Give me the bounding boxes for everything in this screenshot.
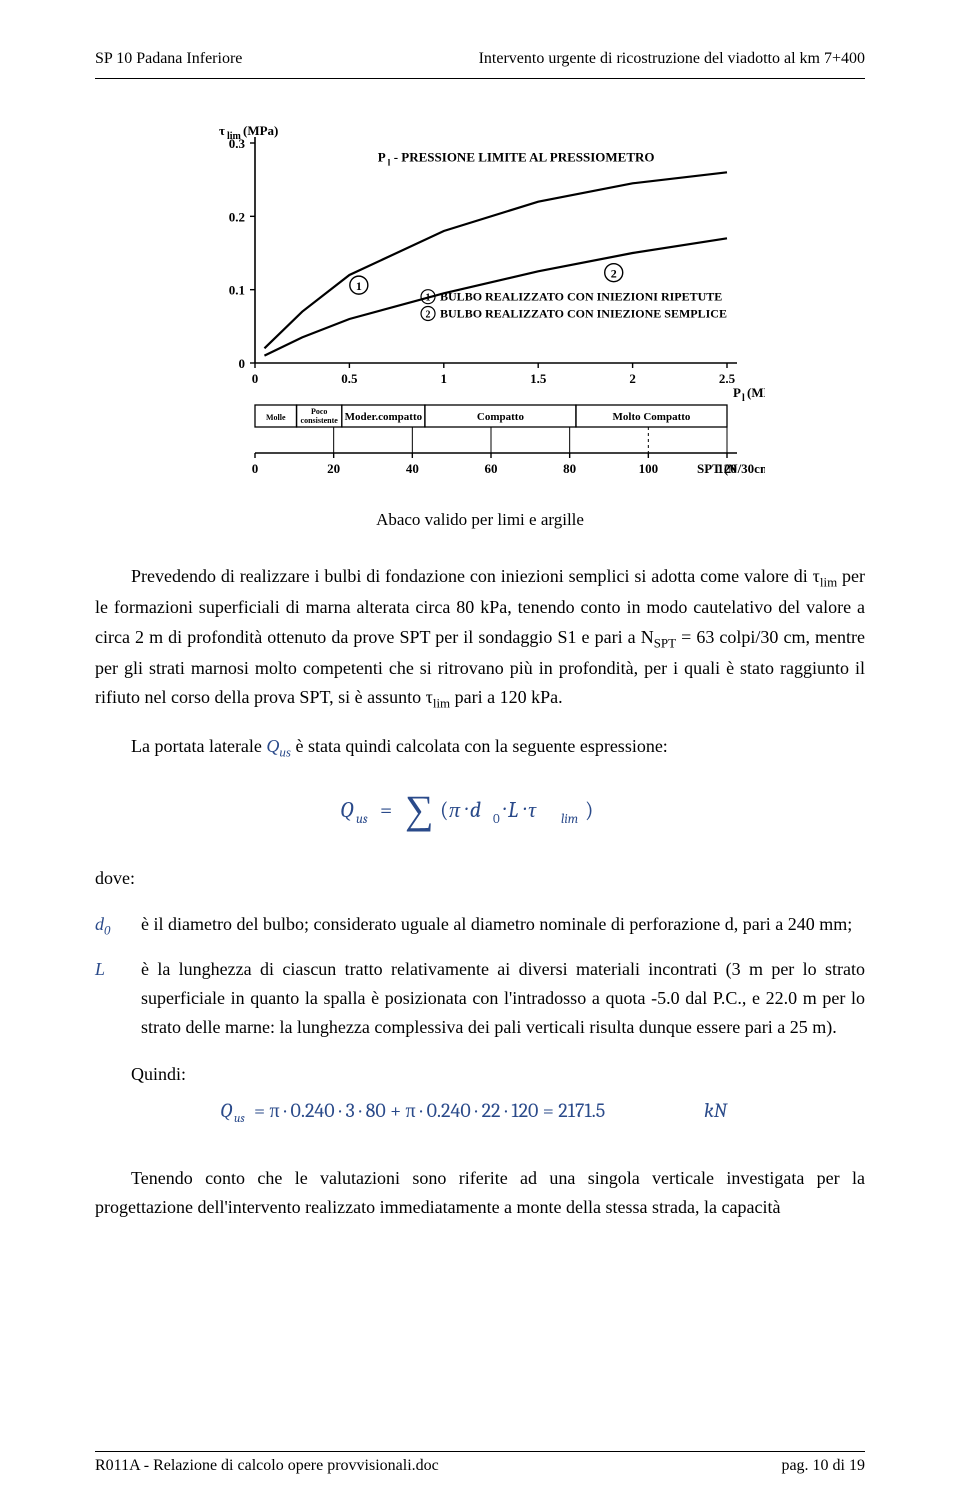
svg-text:(MPa): (MPa) — [243, 123, 278, 138]
svg-text:Molto Compatto: Molto Compatto — [613, 411, 691, 423]
svg-text:1: 1 — [356, 279, 362, 293]
svg-text:consistente: consistente — [301, 416, 339, 425]
svg-text:· L · τ: · L · τ — [503, 797, 537, 823]
svg-text:0.3: 0.3 — [229, 136, 246, 151]
svg-text:60: 60 — [485, 461, 498, 476]
svg-text:0: 0 — [252, 461, 259, 476]
svg-text:Poco: Poco — [311, 407, 327, 416]
svg-text:40: 40 — [406, 461, 419, 476]
svg-text:0: 0 — [493, 812, 500, 827]
svg-text:0: 0 — [252, 371, 259, 386]
svg-text:): ) — [585, 797, 593, 823]
svg-text:= π · 0.240 · 3 · 80 + π · 0.2: = π · 0.240 · 3 · 80 + π · 0.240 · 22 · … — [254, 1099, 605, 1122]
footer-left: R011A - Relazione di calcolo opere provv… — [95, 1457, 439, 1475]
svg-text:100: 100 — [639, 461, 659, 476]
paragraph-1: Prevedendo di realizzare i bulbi di fond… — [95, 562, 865, 714]
svg-text:(: ( — [440, 797, 448, 823]
def-d0: d0 è il diametro del bulbo; considerato … — [95, 910, 865, 941]
page-footer: R011A - Relazione di calcolo opere provv… — [95, 1451, 865, 1475]
header-right: Intervento urgente di ricostruzione del … — [479, 50, 865, 68]
L-text: è la lunghezza di ciascun tratto relativ… — [141, 955, 865, 1041]
svg-text:τ: τ — [219, 123, 225, 138]
quindi-label: Quindi: — [95, 1064, 865, 1085]
svg-text:20: 20 — [327, 461, 340, 476]
definition-list: d0 è il diametro del bulbo; considerato … — [95, 910, 865, 1042]
svg-text:π · d: π · d — [449, 797, 481, 823]
svg-text:0.1: 0.1 — [229, 283, 245, 298]
footer-rule — [95, 1451, 865, 1452]
svg-text:Q: Q — [340, 797, 354, 823]
svg-text:lim: lim — [561, 812, 578, 827]
svg-text:1: 1 — [426, 293, 431, 304]
p2-post: è stata quindi calcolata con la seguente… — [291, 736, 668, 756]
svg-text:0.5: 0.5 — [341, 371, 358, 386]
header-left: SP 10 Padana Inferiore — [95, 50, 242, 68]
L-symbol: L — [95, 955, 141, 984]
page-header: SP 10 Padana Inferiore Intervento urgent… — [95, 50, 865, 68]
svg-text:=: = — [380, 797, 392, 823]
header-rule — [95, 78, 865, 79]
chart-caption: Abaco valido per limi e argille — [95, 510, 865, 530]
svg-text:kN: kN — [704, 1099, 729, 1122]
svg-text:us: us — [234, 1111, 245, 1125]
dove-label: dove: — [95, 864, 865, 894]
svg-text:2: 2 — [629, 371, 636, 386]
svg-text:P: P — [733, 385, 741, 400]
svg-text:l: l — [742, 393, 745, 404]
svg-text:(MPa): (MPa) — [747, 385, 765, 400]
svg-text:1: 1 — [441, 371, 448, 386]
svg-text:us: us — [356, 812, 368, 827]
svg-text:0.2: 0.2 — [229, 209, 245, 224]
svg-text:80: 80 — [563, 461, 576, 476]
svg-text:Molle: Molle — [266, 413, 286, 422]
equation-qus: Q us = ∑ ( π · d 0 · L · τ lim ) — [95, 781, 865, 842]
svg-text:BULBO REALIZZATO CON INIEZIONI: BULBO REALIZZATO CON INIEZIONI RIPETUTE — [440, 290, 722, 304]
svg-text:2: 2 — [611, 267, 617, 281]
d0-symbol: d0 — [95, 910, 141, 941]
svg-text:P: P — [378, 149, 386, 164]
paragraph-2: La portata laterale Qus è stata quindi c… — [95, 732, 865, 763]
paragraph-3: Tenendo conto che le valutazioni sono ri… — [95, 1164, 865, 1223]
footer-right: pag. 10 di 19 — [781, 1457, 865, 1475]
def-L: L è la lunghezza di ciascun tratto relat… — [95, 955, 865, 1041]
p2-pre: La portata laterale — [131, 736, 266, 756]
svg-text:Q: Q — [220, 1099, 233, 1122]
q-us-inline: Qus — [266, 736, 291, 756]
svg-text:- PRESSIONE LIMITE AL PRESSIOM: - PRESSIONE LIMITE AL PRESSIOMETRO — [394, 149, 655, 164]
svg-text:1.5: 1.5 — [530, 371, 547, 386]
svg-text:l: l — [388, 157, 391, 167]
equation-result: Q us = π · 0.240 · 3 · 80 + π · 0.240 · … — [95, 1095, 865, 1134]
svg-text:2: 2 — [426, 310, 431, 321]
d0-text: è il diametro del bulbo; considerato ugu… — [141, 910, 865, 939]
svg-text:BULBO REALIZZATO CON INIEZIONE: BULBO REALIZZATO CON INIEZIONE SEMPLICE — [440, 307, 727, 321]
abaco-chart: τlim(MPa)00.10.20.300.511.522.5Pl(MPa)12… — [95, 119, 865, 484]
svg-text:Moder.compatto: Moder.compatto — [345, 411, 423, 423]
svg-text:∑: ∑ — [405, 787, 434, 832]
svg-text:0: 0 — [239, 356, 246, 371]
svg-text:Compatto: Compatto — [477, 411, 525, 423]
svg-text:2.5: 2.5 — [719, 371, 736, 386]
svg-text:SPT (N/30cm): SPT (N/30cm) — [697, 461, 765, 476]
